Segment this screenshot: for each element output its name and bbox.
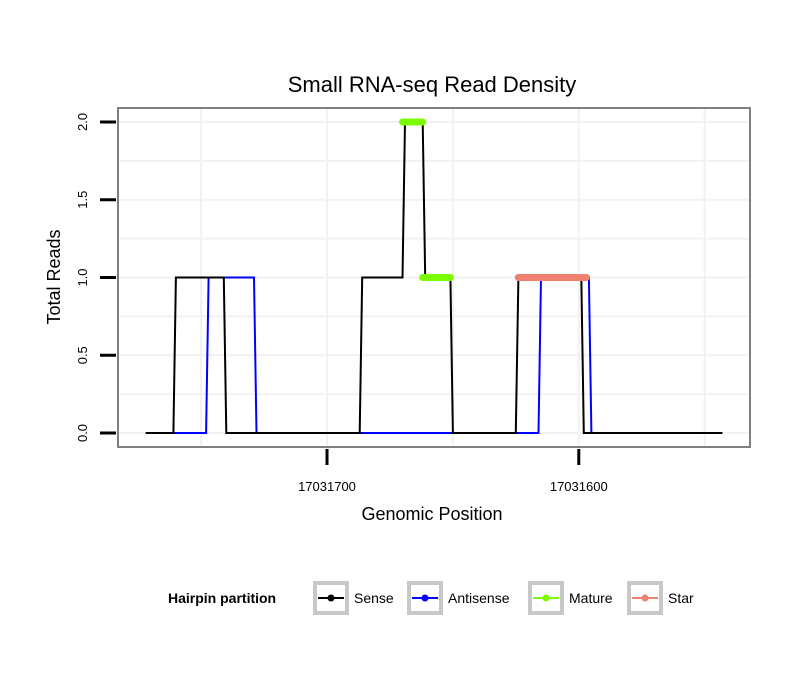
x-tick-label: 17031600 [550, 479, 608, 494]
legend-item-antisense: Antisense [407, 581, 510, 615]
legend-key-point [421, 594, 429, 602]
x-axis-ticks: 17031700 17031600 [298, 449, 608, 494]
series-line-antisense [145, 276, 723, 434]
partition-highlights [399, 118, 590, 281]
y-tick-label: 1.5 [75, 191, 90, 209]
chart-title: Small RNA-seq Read Density [288, 72, 577, 97]
y-axis-ticks: 0.0 0.5 1.0 1.5 2.0 [75, 113, 116, 442]
y-tick-label: 2.0 [75, 113, 90, 131]
x-axis-label: Genomic Position [361, 504, 502, 524]
legend-item-sense: Sense [313, 581, 394, 615]
legend-key-point [641, 594, 649, 602]
legend-item-mature: Mature [528, 581, 613, 615]
legend-label: Mature [569, 590, 613, 606]
panel-border [117, 107, 751, 448]
legend-label: Star [668, 590, 694, 606]
legend-title: Hairpin partition [168, 590, 276, 606]
x-tick-label: 17031700 [298, 479, 356, 494]
legend-key-point [327, 594, 335, 602]
y-tick-label: 0.5 [75, 346, 90, 364]
legend-label: Antisense [448, 590, 510, 606]
y-tick-label: 1.0 [75, 268, 90, 286]
legend-key-point [542, 594, 550, 602]
legend: Hairpin partition Sense Antisense Mature St… [168, 581, 694, 615]
y-axis-label: Total Reads [44, 229, 64, 324]
legend-label: Sense [354, 590, 394, 606]
y-tick-label: 0.0 [75, 424, 90, 442]
legend-item-star: Star [627, 581, 694, 615]
